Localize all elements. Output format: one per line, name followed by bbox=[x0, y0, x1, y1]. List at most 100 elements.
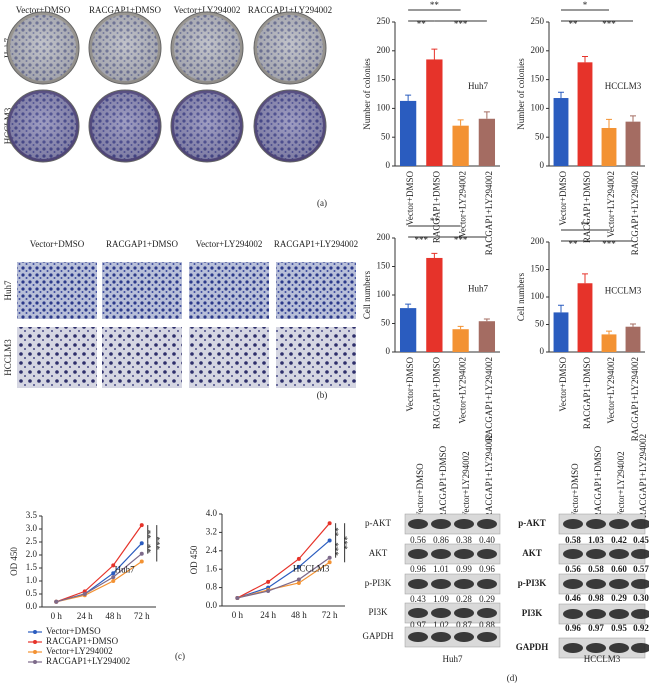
y-axis-label: Number of colonies bbox=[362, 58, 372, 130]
y-tick-label: 2.4 bbox=[206, 545, 218, 555]
band-value: 0.28 bbox=[456, 594, 472, 604]
band-value: 0.87 bbox=[456, 620, 472, 630]
band-value: 0.46 bbox=[565, 593, 581, 603]
line-marker bbox=[139, 523, 144, 528]
significance-label: *** bbox=[415, 235, 429, 245]
legend-label: RACGAP1+LY294002 bbox=[46, 656, 130, 666]
error-bar bbox=[405, 303, 412, 309]
y-axis-label: Cell numbers bbox=[516, 272, 526, 321]
significance-label: *** bbox=[602, 19, 616, 29]
significance-label: *** bbox=[454, 235, 468, 245]
y-tick-label: 4.0 bbox=[206, 508, 218, 518]
blot-band bbox=[454, 549, 474, 559]
error-bar bbox=[558, 91, 564, 99]
x-tick-label: 48 h bbox=[105, 611, 121, 621]
blot-band bbox=[454, 579, 474, 589]
annotation: Huh7 bbox=[468, 81, 488, 91]
error-bar bbox=[558, 304, 564, 313]
blot-strip bbox=[404, 513, 501, 535]
line-marker bbox=[82, 592, 87, 596]
blot-band bbox=[631, 519, 649, 529]
y-tick-label: 150 bbox=[377, 261, 391, 271]
y-tick-label: 0.0 bbox=[206, 600, 218, 610]
legend-label: RACGAP1+DMSO bbox=[46, 636, 119, 646]
row-label: GAPDH bbox=[516, 642, 549, 652]
band-value: 0.96 bbox=[410, 564, 426, 574]
lane-label: RACGAP1+LY294002 bbox=[638, 434, 648, 518]
column-label: Vector+LY294002 bbox=[196, 239, 263, 249]
y-tick-label: 50 bbox=[381, 131, 391, 141]
error-bar bbox=[431, 48, 438, 60]
x-tick-label: RACGAP1+DMSO bbox=[582, 171, 592, 244]
bar bbox=[426, 257, 443, 352]
significance-label: ** bbox=[569, 19, 579, 29]
band-value: 0.56 bbox=[410, 535, 426, 545]
bar bbox=[577, 62, 593, 166]
bar bbox=[553, 98, 569, 166]
annotation: Huh7 bbox=[115, 565, 135, 575]
y-tick-label: 50 bbox=[381, 318, 391, 328]
band-value: 0.96 bbox=[479, 564, 495, 574]
band-value: 0.97 bbox=[588, 623, 604, 633]
x-tick-label: Vector+LY294002 bbox=[606, 171, 616, 238]
x-tick-label: 0 h bbox=[232, 610, 244, 620]
significance-label: *** bbox=[155, 536, 165, 550]
y-tick-label: 1.6 bbox=[206, 563, 218, 573]
line-marker bbox=[111, 563, 116, 568]
column-label: Vector+LY294002 bbox=[174, 5, 241, 15]
significance-label: *** bbox=[334, 542, 344, 556]
y-tick-label: 2.0 bbox=[26, 549, 38, 559]
line-marker bbox=[266, 579, 271, 584]
error-bar bbox=[582, 56, 588, 63]
bar bbox=[452, 125, 469, 166]
band-value: 0.57 bbox=[633, 564, 649, 574]
blot-band bbox=[431, 608, 451, 618]
line-marker bbox=[235, 595, 240, 600]
blot-band bbox=[609, 609, 629, 619]
blot-band bbox=[609, 579, 629, 589]
significance-label: ** bbox=[146, 544, 156, 554]
lane-label: Vector+LY294002 bbox=[461, 451, 471, 518]
band-value: 0.58 bbox=[565, 535, 581, 545]
blot-band bbox=[586, 519, 606, 529]
band-value: 0.97 bbox=[410, 620, 426, 630]
legend-label: Vector+LY294002 bbox=[46, 646, 113, 656]
x-tick-label: Vector+LY294002 bbox=[458, 357, 468, 424]
row-label: AKT bbox=[369, 548, 388, 558]
annotation: HCCLM3 bbox=[293, 563, 330, 573]
blot-band bbox=[454, 608, 474, 618]
significance-label: *** bbox=[343, 536, 353, 550]
column-label: RACGAP1+DMSO bbox=[106, 239, 179, 249]
blot-band bbox=[563, 519, 583, 529]
x-tick-label: 72 h bbox=[134, 611, 150, 621]
row-label: AKT bbox=[522, 548, 542, 558]
band-value: 0.92 bbox=[633, 623, 649, 633]
legend-marker bbox=[33, 660, 37, 664]
y-tick-label: 2.5 bbox=[26, 536, 38, 546]
band-value: 1.09 bbox=[433, 594, 449, 604]
legend-marker bbox=[33, 630, 37, 634]
colony-spots bbox=[174, 93, 240, 159]
annotation: HCCLM3 bbox=[605, 81, 642, 91]
y-tick-label: 200 bbox=[531, 45, 545, 55]
band-value: 1.03 bbox=[588, 535, 604, 545]
line-marker bbox=[296, 577, 301, 582]
y-tick-label: 0 bbox=[540, 160, 545, 170]
blot-band bbox=[631, 579, 649, 589]
blot-strip bbox=[404, 543, 501, 565]
band-value: 0.42 bbox=[611, 535, 627, 545]
colony-spots bbox=[257, 93, 323, 159]
column-label: RACGAP1+DMSO bbox=[89, 5, 162, 15]
band-value: 0.95 bbox=[611, 623, 627, 633]
blot-band bbox=[454, 632, 474, 642]
colony-spots bbox=[257, 15, 323, 81]
y-tick-label: 100 bbox=[377, 289, 391, 299]
band-value: 0.30 bbox=[633, 593, 649, 603]
line-marker bbox=[327, 538, 332, 543]
y-tick-label: 50 bbox=[535, 131, 545, 141]
transwell-image bbox=[189, 262, 269, 319]
x-tick-label: RACGAP1+DMSO bbox=[431, 357, 441, 430]
y-tick-label: 100 bbox=[377, 102, 391, 112]
row-label: GAPDH bbox=[362, 631, 394, 641]
